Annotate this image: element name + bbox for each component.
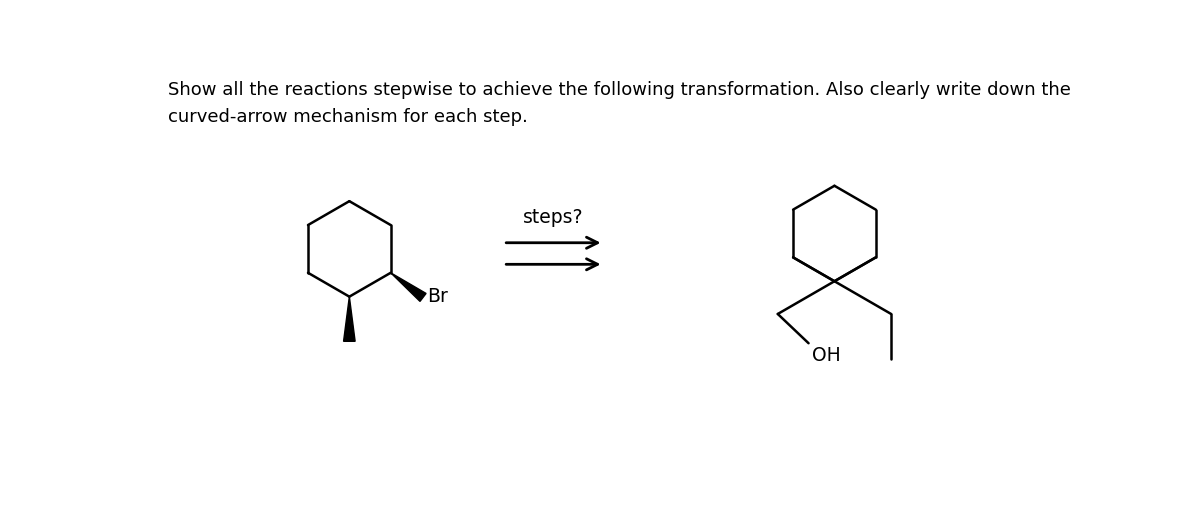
Text: curved-arrow mechanism for each step.: curved-arrow mechanism for each step. xyxy=(168,108,528,126)
Text: Br: Br xyxy=(427,287,448,306)
Text: OH: OH xyxy=(811,346,840,365)
Polygon shape xyxy=(391,273,426,301)
Text: steps?: steps? xyxy=(523,209,583,227)
Text: Show all the reactions stepwise to achieve the following transformation. Also cl: Show all the reactions stepwise to achie… xyxy=(168,81,1072,99)
Polygon shape xyxy=(343,297,355,341)
